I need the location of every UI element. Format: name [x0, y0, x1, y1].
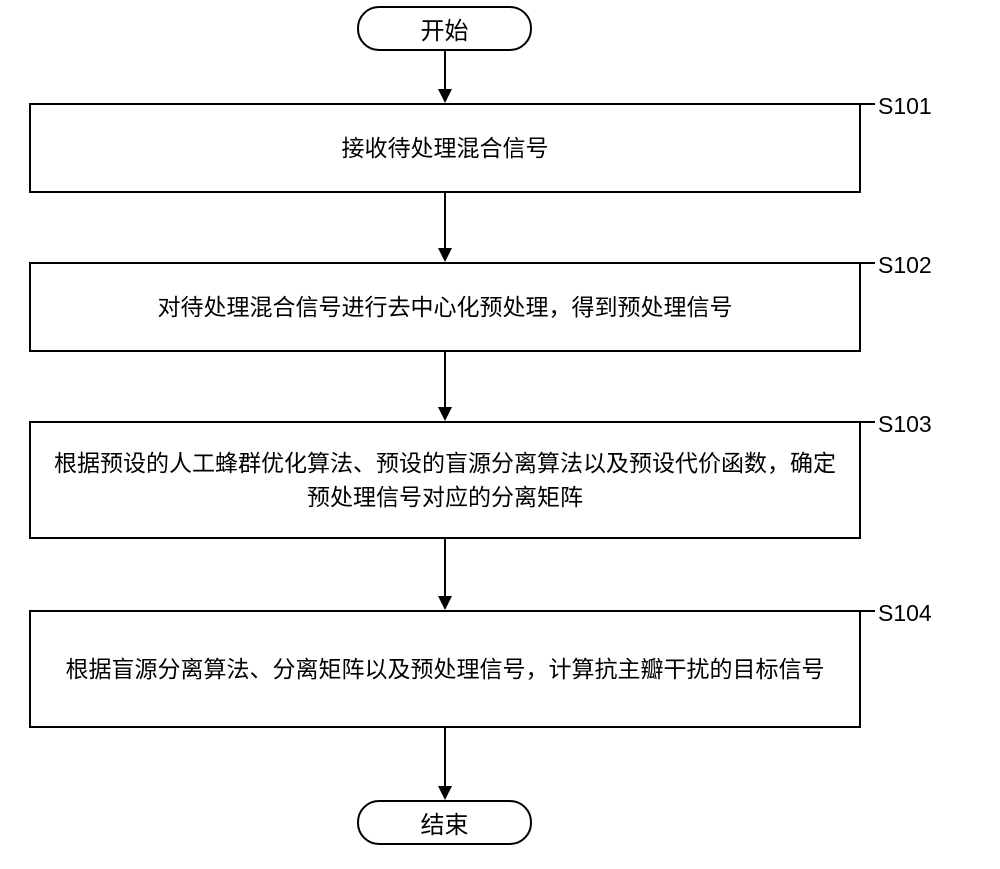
- process-s103: 根据预设的人工蜂群优化算法、预设的盲源分离算法以及预设代价函数，确定预处理信号对…: [29, 421, 861, 539]
- process-s104: 根据盲源分离算法、分离矩阵以及预处理信号，计算抗主瓣干扰的目标信号: [29, 610, 861, 728]
- tick-s101: [861, 103, 875, 105]
- edge-start-s101: [444, 51, 446, 91]
- edge-s102-s103: [444, 352, 446, 409]
- tick-s104: [861, 610, 875, 612]
- s101-text: 接收待处理混合信号: [342, 131, 549, 166]
- edge-s103-s104: [444, 539, 446, 598]
- label-s103: S103: [878, 411, 932, 438]
- process-s101: 接收待处理混合信号: [29, 103, 861, 193]
- terminal-start: 开始: [357, 6, 532, 51]
- arrowhead-end: [438, 786, 452, 800]
- edge-s101-s102: [444, 193, 446, 250]
- process-s102: 对待处理混合信号进行去中心化预处理，得到预处理信号: [29, 262, 861, 352]
- s102-text: 对待处理混合信号进行去中心化预处理，得到预处理信号: [158, 290, 733, 325]
- edge-s104-end: [444, 728, 446, 788]
- start-label: 开始: [421, 11, 469, 46]
- arrowhead-s104: [438, 596, 452, 610]
- tick-s102: [861, 262, 875, 264]
- terminal-end: 结束: [357, 800, 532, 845]
- s103-text: 根据预设的人工蜂群优化算法、预设的盲源分离算法以及预设代价函数，确定预处理信号对…: [51, 446, 839, 515]
- end-label: 结束: [421, 805, 469, 840]
- label-s104: S104: [878, 600, 932, 627]
- s104-text: 根据盲源分离算法、分离矩阵以及预处理信号，计算抗主瓣干扰的目标信号: [66, 652, 825, 687]
- tick-s103: [861, 421, 875, 423]
- label-s101: S101: [878, 93, 932, 120]
- arrowhead-s102: [438, 248, 452, 262]
- arrowhead-s103: [438, 407, 452, 421]
- flowchart-container: 开始 接收待处理混合信号 S101 对待处理混合信号进行去中心化预处理，得到预处…: [0, 0, 1000, 869]
- label-s102: S102: [878, 252, 932, 279]
- arrowhead-s101: [438, 89, 452, 103]
